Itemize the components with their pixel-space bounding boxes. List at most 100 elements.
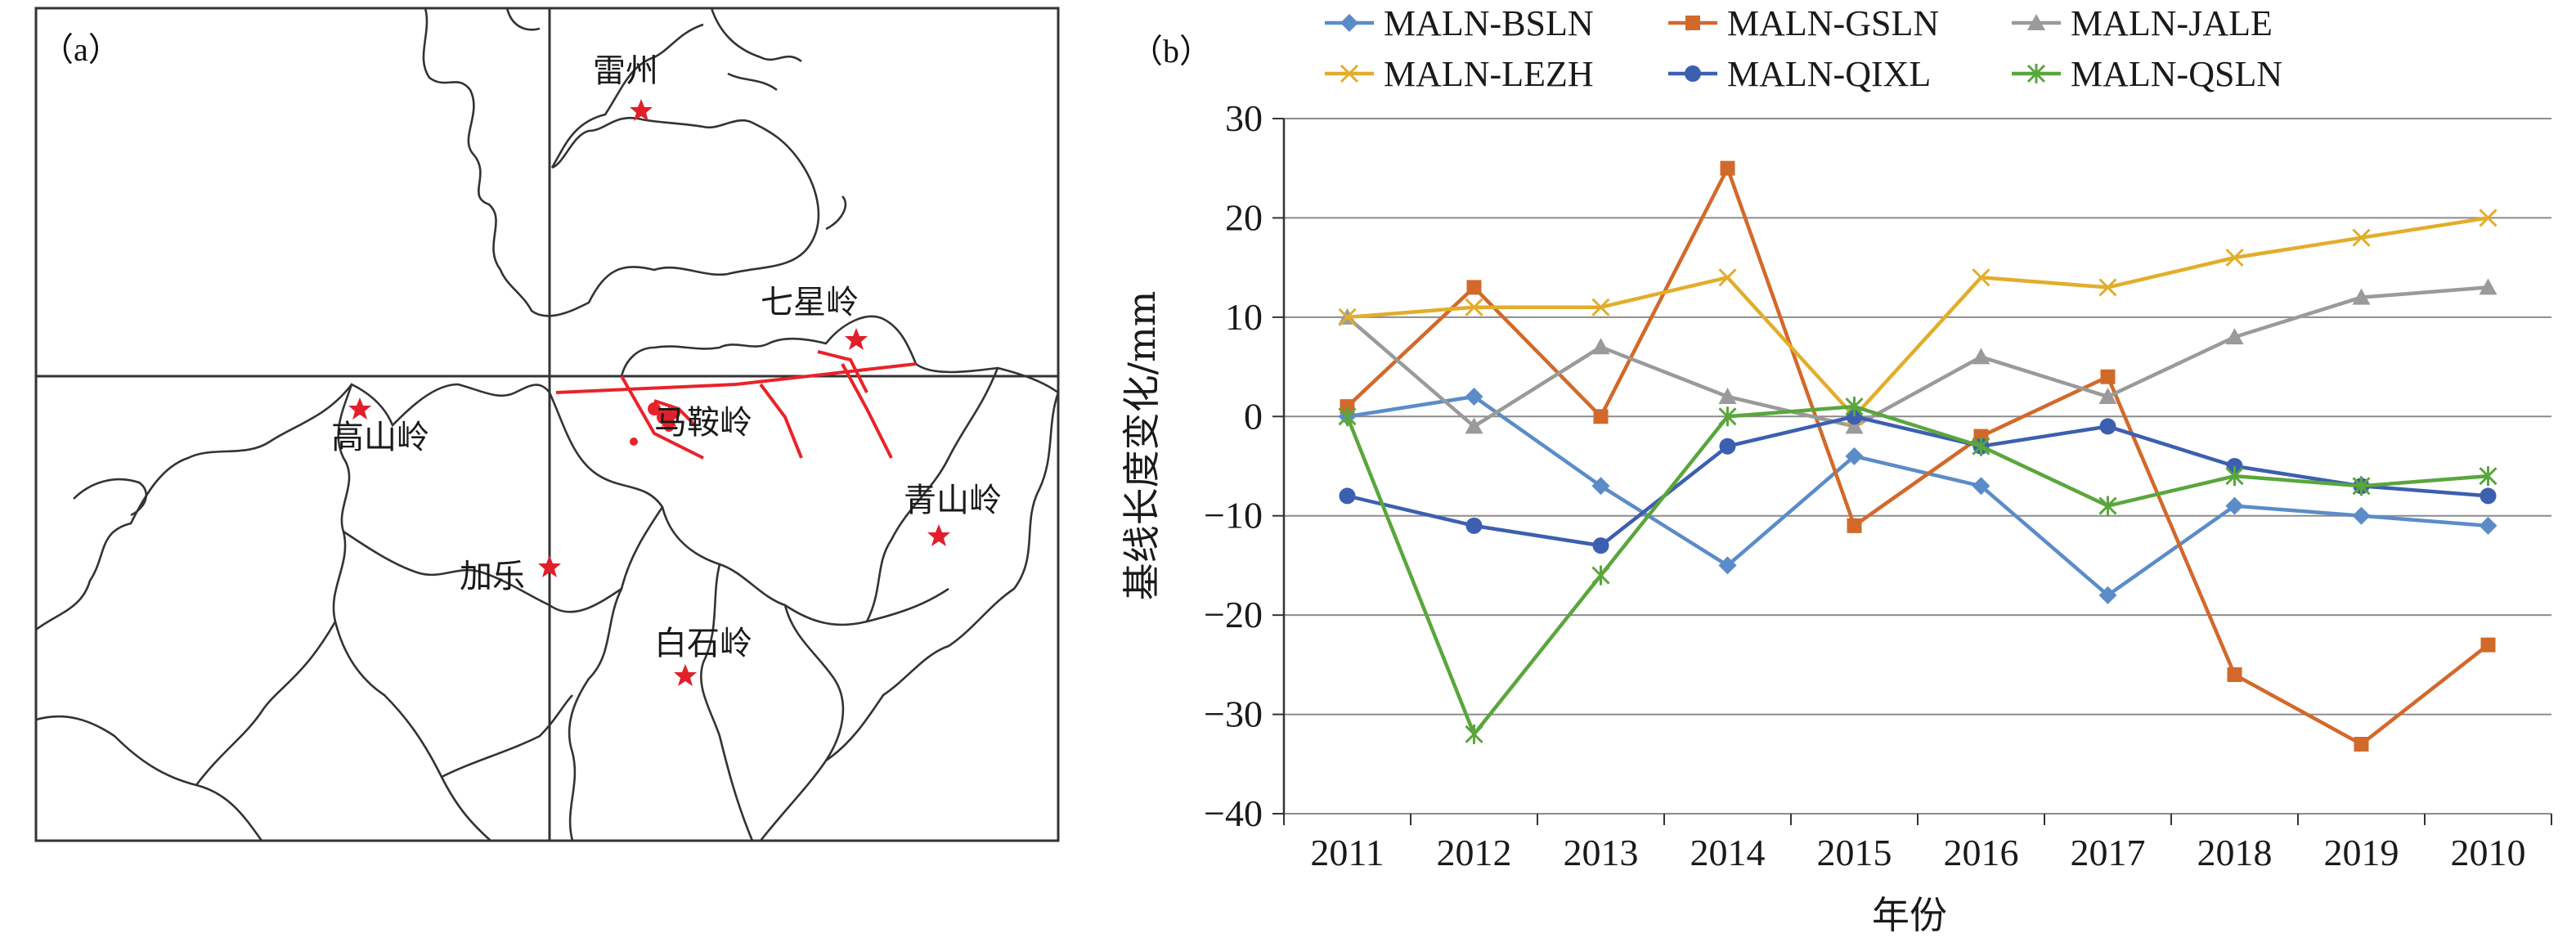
legend-label: MALN-QSLN: [2071, 54, 2282, 94]
data-point: [2099, 418, 2116, 435]
data-point: [1591, 565, 1610, 586]
data-point: [2100, 369, 2116, 384]
series-line: [1347, 216, 2488, 419]
place-name-qingshanling: 青山岭: [904, 482, 1002, 519]
data-point: [1847, 518, 1862, 533]
panel-label-a: （a）: [41, 31, 121, 68]
data-point: [1972, 348, 1990, 365]
place-name-qixingling: 七星岭: [761, 284, 859, 321]
data-point: [1465, 517, 1483, 534]
data-point: [2098, 586, 2117, 604]
legend-label: MALN-GSLN: [1727, 3, 1939, 43]
data-point: [1340, 399, 1355, 415]
place-name-baishiling: 白石岭: [654, 625, 752, 662]
data-point: [1972, 436, 1990, 456]
legend-item: MALN-QSLN: [2012, 54, 2282, 94]
y-tick-label: 0: [1244, 395, 1263, 437]
legend-item: MALN-JALE: [2012, 3, 2273, 43]
fault-lines: [555, 350, 917, 460]
place-marker-jiale: 加乐: [460, 555, 561, 595]
place-marker-qixingling: 七星岭: [761, 284, 868, 350]
data-point: [1845, 397, 1864, 417]
data-point: [2352, 288, 2371, 305]
x-tick-label: 2014: [1690, 832, 1766, 873]
data-point: [1340, 64, 1359, 83]
series-line: [1346, 415, 2488, 548]
data-point: [2225, 248, 2244, 267]
data-point: [2227, 667, 2242, 682]
data-point: [1846, 408, 1863, 425]
legend-item: MALN-GSLN: [1668, 3, 1939, 43]
series-line: [1346, 285, 2488, 429]
data-point: [1465, 417, 1483, 434]
y-tick-label: −10: [1204, 495, 1263, 536]
data-point: [1592, 537, 1609, 554]
series-maln-bsln: [1338, 388, 2497, 604]
data-point: [1591, 338, 1610, 355]
panel-label-b: （b）: [1130, 33, 1212, 70]
data-point: [2354, 737, 2369, 752]
data-point: [1718, 388, 1737, 404]
x-tick-label: 2017: [2071, 832, 2146, 873]
data-point: [2225, 466, 2244, 487]
map-panel: 雷州 七星岭 高山岭 马鞍岭 青山岭 加乐 白石岭 （a）: [0, 0, 1079, 943]
data-point: [1465, 388, 1483, 406]
place-marker-qingshanling: 青山岭: [904, 482, 1002, 546]
data-point: [2026, 64, 2046, 83]
data-point: [1718, 406, 1737, 427]
data-point: [1466, 280, 1482, 295]
x-tick-label: 2010: [2451, 832, 2526, 873]
grid-layer: [1284, 118, 2551, 815]
data-point: [2225, 328, 2244, 345]
legend-item: MALN-LEZH: [1325, 54, 1594, 94]
y-axis-title: 基线长度变化/mm: [1120, 291, 1164, 601]
y-tick-label: 20: [1225, 196, 1263, 238]
data-point: [1685, 16, 1700, 30]
data-point: [1340, 14, 1358, 32]
data-point: [2479, 278, 2497, 295]
data-point: [1972, 268, 1990, 287]
place-name-gaoshanling: 高山岭: [331, 419, 429, 456]
data-point: [2480, 637, 2496, 653]
place-name-leizhou: 雷州: [593, 52, 658, 90]
data-point: [2479, 209, 2497, 227]
data-point: [2098, 278, 2117, 297]
data-point: [1845, 417, 1864, 434]
legend-label: MALN-BSLN: [1384, 3, 1594, 43]
legend-label: MALN-LEZH: [1384, 54, 1594, 94]
series-maln-jale: [1338, 278, 2497, 434]
y-tick-label: 10: [1225, 296, 1263, 338]
data-point: [2352, 476, 2371, 496]
data-point: [1685, 65, 1701, 82]
x-tick-label: 2013: [1564, 832, 1639, 873]
data-point: [1465, 724, 1483, 744]
data-point: [2352, 228, 2371, 247]
data-point: [1718, 556, 1737, 575]
series-line: [1345, 404, 2488, 737]
x-tick-label: 2011: [1310, 832, 1384, 873]
data-point: [1718, 268, 1737, 287]
place-marker-gaoshanling: 高山岭: [331, 397, 429, 456]
legend-item: MALN-QIXL: [1668, 54, 1931, 94]
data-point: [1591, 477, 1610, 496]
data-point: [2352, 506, 2371, 525]
legend-label: MALN-QIXL: [1727, 54, 1931, 94]
series-line: [1345, 166, 2489, 747]
series-maln-gsln: [1340, 160, 2496, 752]
data-point: [1338, 406, 1357, 427]
data-point: [1465, 298, 1483, 316]
data-point: [2098, 388, 2117, 404]
x-axis-title: 年份: [1872, 893, 1947, 937]
place-name-maanling: 马鞍岭: [654, 404, 752, 442]
x-tick-label: 2012: [1437, 832, 1512, 873]
legend: MALN-BSLN MALN-GSLN MALN-JALE MALN-LEZH MALN…: [1325, 3, 2282, 94]
series-layer: [1338, 160, 2497, 752]
data-point: [2098, 496, 2117, 516]
coastlines-and-boundaries: [35, 7, 1060, 842]
data-point: [1720, 160, 1735, 176]
x-tick-label: 2018: [2197, 832, 2273, 873]
data-point: [1845, 447, 1864, 465]
data-point: [2027, 14, 2045, 30]
